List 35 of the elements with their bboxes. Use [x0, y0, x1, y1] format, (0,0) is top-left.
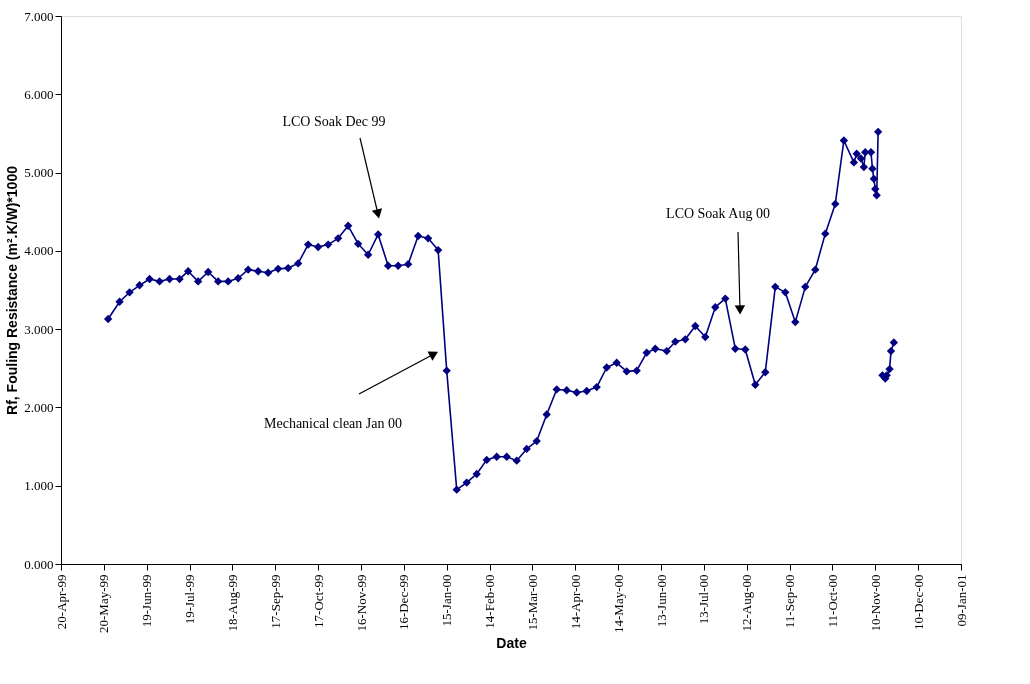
x-tick-label: 17-Sep-99	[267, 574, 283, 629]
x-tick-label: 10-Nov-00	[867, 574, 883, 632]
x-tick-label: 17-Oct-99	[310, 574, 326, 628]
annotation: Mechanical clean Jan 00	[264, 416, 402, 431]
y-tick-label: 0.000	[24, 556, 54, 572]
y-tick-label: 7.000	[24, 8, 54, 24]
x-tick-label: 15-Mar-00	[524, 574, 540, 631]
x-tick-label: 14-May-00	[610, 574, 626, 633]
y-tick-label: 2.000	[24, 399, 54, 415]
y-tick-label: 3.000	[24, 321, 54, 337]
x-tick-label: 11-Oct-00	[824, 574, 840, 628]
x-tick-label: 13-Jun-00	[653, 574, 669, 628]
y-tick-label: 6.000	[24, 86, 54, 102]
annotation: LCO Soak Aug 00	[666, 206, 770, 221]
x-tick-label: 20-Apr-99	[53, 574, 69, 630]
x-tick-label: 18-Aug-99	[224, 574, 240, 632]
y-tick-label: 5.000	[24, 165, 54, 181]
x-tick-label: 12-Aug-00	[739, 574, 755, 632]
x-tick-label: 16-Nov-99	[353, 574, 369, 632]
x-tick-label: 10-Dec-00	[910, 574, 926, 631]
x-tick-label: 13-Jul-00	[696, 574, 712, 625]
x-tick-label: 19-Jul-99	[182, 574, 198, 625]
y-axis-title: Rf, Fouling Resistance (m².K/W)*1000	[4, 165, 21, 415]
x-tick-label: 14-Apr-00	[567, 574, 583, 630]
x-tick-label: 11-Sep-00	[782, 574, 798, 629]
x-axis-title: Date	[496, 634, 527, 651]
x-tick-label: 16-Dec-99	[396, 574, 412, 631]
x-tick-label: 19-Jun-99	[139, 574, 155, 628]
x-tick-label: 15-Jan-00	[439, 574, 455, 627]
y-tick-label: 1.000	[24, 478, 54, 494]
x-tick-label: 09-Jan-01	[953, 574, 969, 627]
x-tick-label: 14-Feb-00	[482, 574, 498, 629]
y-tick-label: 4.000	[24, 243, 54, 259]
annotation: LCO Soak Dec 99	[282, 114, 386, 129]
x-tick-label: 20-May-99	[96, 574, 112, 633]
